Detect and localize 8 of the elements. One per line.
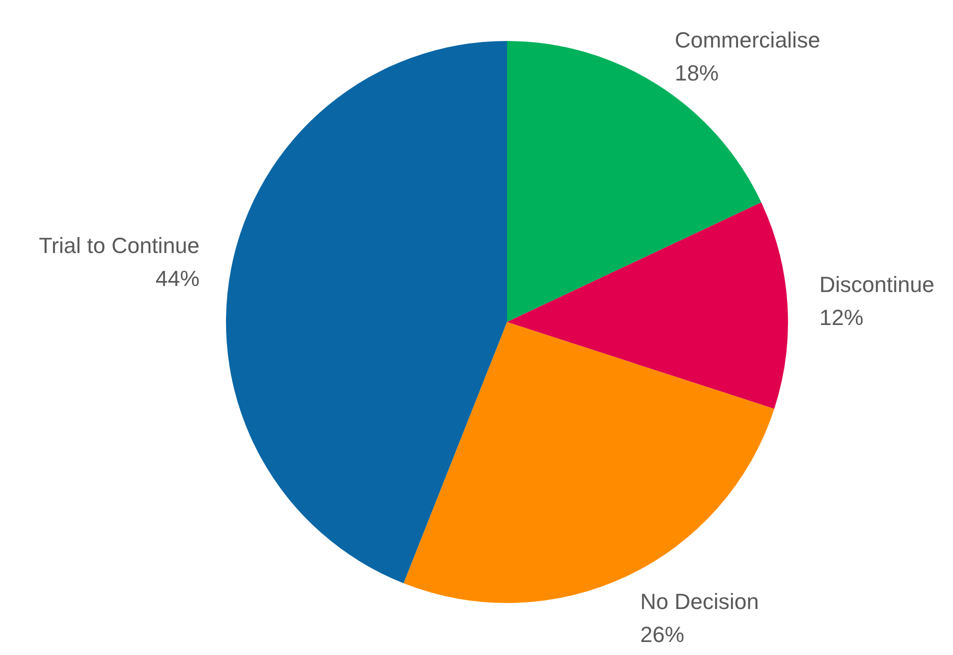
slice-label: No Decision — [640, 588, 759, 614]
data-label: 26% — [640, 622, 684, 647]
data-label: 18% — [674, 60, 719, 86]
slice-label: Trial to Continue — [38, 232, 200, 258]
data-label: 44% — [155, 266, 200, 291]
slice-label: Discontinue — [819, 272, 934, 297]
slice-label: Commercialise — [674, 27, 820, 52]
data-label: 12% — [819, 304, 864, 330]
